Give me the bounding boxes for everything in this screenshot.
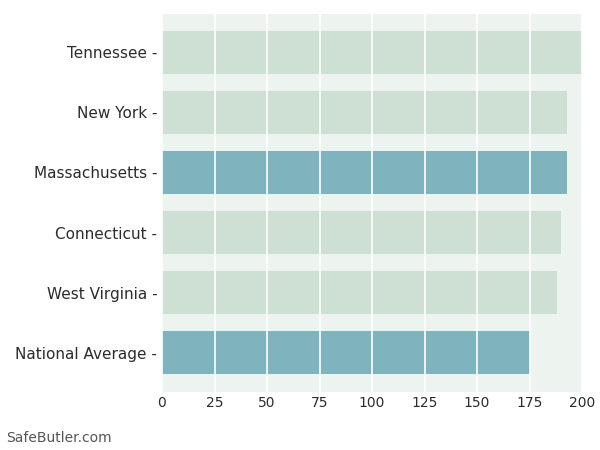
Text: SafeButler.com: SafeButler.com [6, 432, 112, 446]
Bar [162, 91, 568, 134]
Bar [162, 151, 568, 194]
Bar [162, 271, 557, 314]
Bar [162, 31, 582, 74]
Bar [162, 211, 561, 254]
Bar [162, 331, 530, 374]
